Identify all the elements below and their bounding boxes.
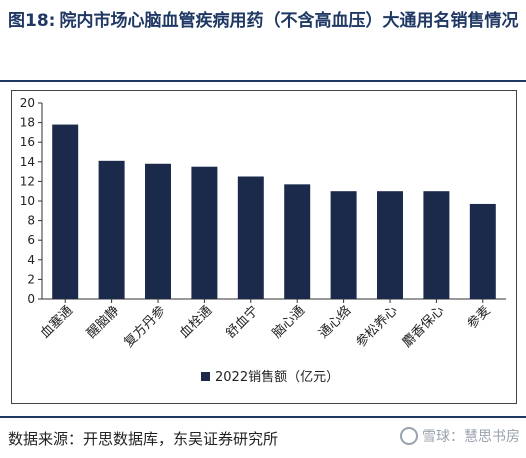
bar-8 [423, 191, 450, 299]
figure-title: 图18: 院内市场心脑血管疾病用药（不含高血压）大通用名销售情况 [8, 6, 520, 36]
x-tick-label-4: 舒血宁 [223, 303, 262, 342]
y-tick-label-5: 10 [20, 194, 35, 208]
x-tick-label-8: 麝香保心 [400, 303, 447, 350]
chart-frame: 0 2 4 6 8 10 12 14 16 18 20 血塞通 醒脑静 复方丹参 血栓通 舒血宁 脑心通 通心络参… [11, 90, 517, 404]
bar-7 [377, 191, 403, 299]
x-tick-label-5: 脑心通 [270, 303, 308, 341]
x-tick-label-3: 血栓通 [177, 303, 215, 341]
y-tick-label-10: 20 [20, 96, 35, 110]
bottom-divider [0, 416, 526, 418]
bar-9 [469, 203, 496, 299]
bar-4 [237, 176, 264, 299]
snowball-logo-icon [400, 427, 418, 445]
watermark-text: 雪球：慧思书房 [422, 429, 520, 445]
y-tick-label-4: 8 [27, 214, 35, 228]
y-tick-label-1: 2 [27, 272, 35, 286]
bar-5 [284, 184, 311, 299]
y-tick-label-9: 18 [20, 116, 35, 130]
x-tick-label-6: 通心络 [316, 303, 355, 342]
figure-number: 图18: [8, 11, 56, 31]
x-tick-label-1: 醒脑静 [84, 303, 122, 341]
legend-swatch [201, 372, 210, 381]
figure-title-text: 院内市场心脑血管疾病用药（不含高血压）大通用名销售情况 [59, 11, 519, 31]
x-tick-label-7: 参松养心 [353, 303, 401, 351]
y-tick-label-7: 14 [20, 155, 35, 169]
bar-2 [145, 163, 171, 299]
y-tick-label-2: 4 [27, 253, 35, 267]
bar-3 [191, 166, 218, 299]
x-tick-label-2: 复方丹参 [121, 303, 169, 351]
watermark: 雪球：慧思书房 [400, 426, 520, 446]
y-tick-label-3: 6 [27, 233, 35, 247]
bar-chart: 02468101214161820血塞通 醒脑静 复方丹参 血栓通 舒血宁 脑心通 通心络参… [20, 96, 506, 385]
bar-0 [52, 124, 79, 299]
bar-1 [98, 160, 125, 299]
x-tick-label-0: 血塞通 [37, 303, 76, 342]
y-tick-label-6: 12 [20, 174, 35, 188]
y-tick-label-8: 16 [20, 135, 35, 149]
source-note: 数据来源：开思数据库，东吴证券研究所 [8, 430, 279, 448]
y-tick-label-0: 0 [27, 292, 35, 306]
bar-6 [330, 191, 357, 299]
legend-label: 2022销售额（亿元） [215, 369, 339, 385]
top-divider [0, 80, 526, 82]
x-tick-label-9: 参麦 [464, 303, 494, 333]
